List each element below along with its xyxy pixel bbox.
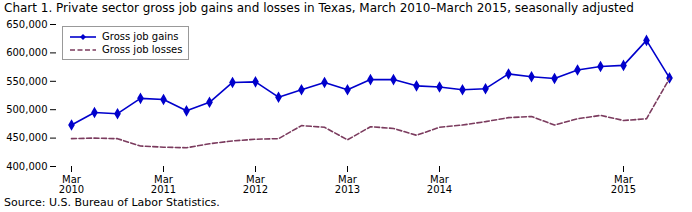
svg-text:650,000: 650,000 [6,19,47,30]
html-text:Gross job losses: Gross job losses [102,44,183,55]
svg-text:Mar2014: Mar2014 [427,174,452,195]
svg-text:500,000: 500,000 [6,104,47,115]
svg-text:600,000: 600,000 [6,47,47,58]
svg-text:Mar2011: Mar2011 [151,174,176,195]
svg-text:400,000: 400,000 [6,161,47,172]
svg-text:550,000: 550,000 [6,76,47,87]
html-text:Chart 1. Private sector gross: Chart 1. Private sector gross job gains … [4,1,634,15]
svg-text:Mar2010: Mar2010 [59,174,84,195]
svg-text:Mar2013: Mar2013 [335,174,360,195]
svg-text:Mar2012: Mar2012 [243,174,268,195]
html-text:Source: U.S. Bureau of Labor S: Source: U.S. Bureau of Labor Statistics. [4,196,220,209]
svg-text:450,000: 450,000 [6,132,47,143]
svg-text:Mar2015: Mar2015 [611,174,636,195]
html-text:Gross job gains: Gross job gains [102,31,179,42]
